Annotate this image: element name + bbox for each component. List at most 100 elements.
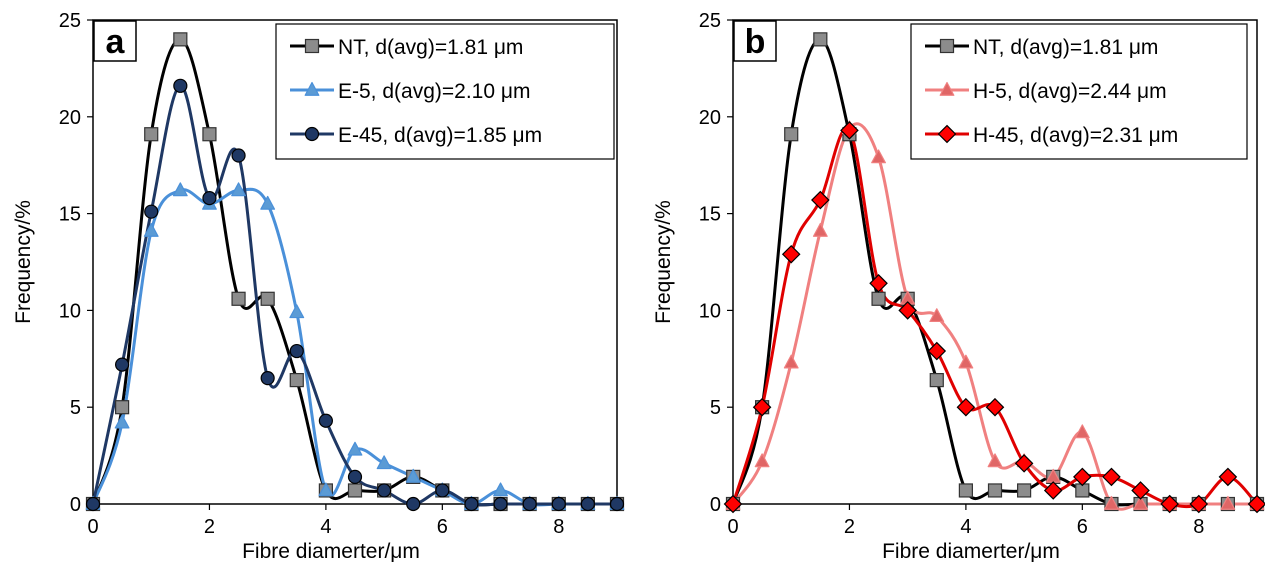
series-2-point [377, 483, 392, 498]
y-tick-label: 15 [699, 204, 721, 226]
series-0-point [929, 372, 944, 388]
panel-label: a [106, 23, 126, 61]
x-tick-label: 6 [437, 516, 448, 538]
y-axis-label: Frequency/% [652, 200, 675, 324]
y-tick-label: 20 [699, 107, 721, 129]
series-2-point [609, 496, 625, 512]
series-2-point [464, 496, 479, 512]
series-2-point [260, 371, 275, 386]
series-1-point [289, 304, 305, 319]
legend-marker [304, 38, 320, 54]
x-tick-label: 8 [1193, 516, 1204, 538]
series-1-point [1074, 424, 1090, 439]
series-2-point [956, 397, 976, 417]
series-2-point [811, 190, 830, 210]
y-tick-label: 0 [710, 494, 721, 516]
y-tick-label: 10 [59, 300, 81, 322]
x-tick-label: 2 [844, 516, 855, 538]
series-2-point [1247, 494, 1265, 514]
series-line-1 [731, 122, 1259, 511]
x-tick-label: 4 [320, 516, 331, 538]
plot-area [732, 19, 1258, 505]
y-tick-label: 20 [59, 107, 81, 129]
series-2-point [1043, 481, 1063, 500]
legend-label: E-45, d(avg)=1.85 μm [338, 124, 542, 147]
series-1-point [376, 455, 392, 470]
series-1-point [318, 482, 334, 497]
series-1-point [1220, 495, 1236, 510]
series-2-point [869, 273, 888, 293]
series-0-point [115, 400, 130, 415]
y-tick-label: 5 [70, 397, 81, 419]
series-1-point [929, 308, 945, 323]
y-tick-label: 10 [699, 300, 721, 322]
legend: NT, d(avg)=1.81 μm H-5, d(avg)=2.44 μm H-4… [910, 23, 1248, 160]
legend-label: H-5, d(avg)=2.44 μm [973, 80, 1167, 103]
panel-a: 0 5 10 15 20 25 0 2 4 6 8 Fibre diamerter/μm Frequen… [12, 10, 625, 563]
legend-label: NT, d(avg)=1.81 μm [338, 36, 523, 59]
x-tick-label: 6 [1077, 516, 1088, 538]
legend-marker [939, 38, 955, 54]
series-1-point [231, 182, 246, 197]
series-2-point [1014, 454, 1034, 473]
x-tick-label: 4 [960, 516, 971, 538]
series-2-point [1131, 481, 1150, 500]
y-tick-label: 0 [70, 494, 81, 516]
series-0-point [231, 291, 246, 306]
x-tick-label: 0 [727, 516, 738, 538]
series-2-point [493, 496, 508, 512]
y-tick-label: 15 [59, 204, 81, 226]
series-0-point [173, 32, 188, 47]
series-line-1 [91, 187, 619, 507]
series-1-point [405, 468, 421, 483]
legend-marker [304, 81, 320, 96]
series-2-point [144, 204, 159, 219]
series-2-point [318, 413, 333, 428]
series-0-point [289, 372, 304, 388]
series-2-point [927, 341, 947, 361]
y-tick-label: 25 [59, 10, 81, 32]
series-1-point [493, 482, 508, 497]
series-2-point [115, 357, 130, 372]
series-2-point [1073, 467, 1092, 487]
series-0-point [813, 32, 828, 47]
series-0-point [871, 291, 886, 306]
series-2-point [173, 78, 188, 93]
series-0-point [1017, 483, 1032, 498]
x-axis-label: Fibre diamerter/μm [242, 540, 420, 563]
plot-area [92, 19, 618, 505]
series-2-point [840, 121, 859, 140]
series-1-point [143, 222, 159, 237]
panel-label-box [93, 20, 137, 62]
panel-b: 0 5 10 15 20 25 0 2 4 6 8 Fibre diamerter/μm Frequen… [652, 10, 1265, 563]
series-1-point [260, 195, 276, 210]
y-axis-label: Frequency/% [12, 200, 35, 324]
series-2-point [723, 494, 743, 514]
series-1-point [871, 149, 886, 164]
series-2-point [1189, 494, 1209, 514]
legend-marker [937, 124, 957, 144]
x-tick-label: 2 [204, 516, 215, 538]
series-2-point [522, 496, 537, 512]
series-0-point [347, 483, 363, 498]
x-axis-label: Fibre diamerter/μm [882, 540, 1060, 563]
series-2-point [898, 301, 917, 320]
legend-label: E-5, d(avg)=2.10 μm [338, 80, 530, 103]
x-tick-label: 8 [553, 516, 564, 538]
series-2-point [551, 496, 566, 512]
legend: NT, d(avg)=1.81 μm E-5, d(avg)=2.10 μm E-4… [275, 23, 615, 160]
series-2-point [85, 496, 101, 512]
series-1-point [347, 441, 363, 456]
series-line-2 [91, 84, 619, 507]
series-2-point [781, 244, 801, 264]
series-0-point [144, 127, 159, 142]
series-line-2 [731, 126, 1259, 509]
series-0-point [958, 483, 973, 498]
series-2-point [1102, 467, 1121, 487]
panel-label: b [745, 23, 766, 61]
y-tick-label: 25 [699, 10, 721, 32]
x-tick-label: 0 [87, 516, 98, 538]
series-1-point [1104, 495, 1119, 510]
series-2-point [1160, 494, 1179, 514]
